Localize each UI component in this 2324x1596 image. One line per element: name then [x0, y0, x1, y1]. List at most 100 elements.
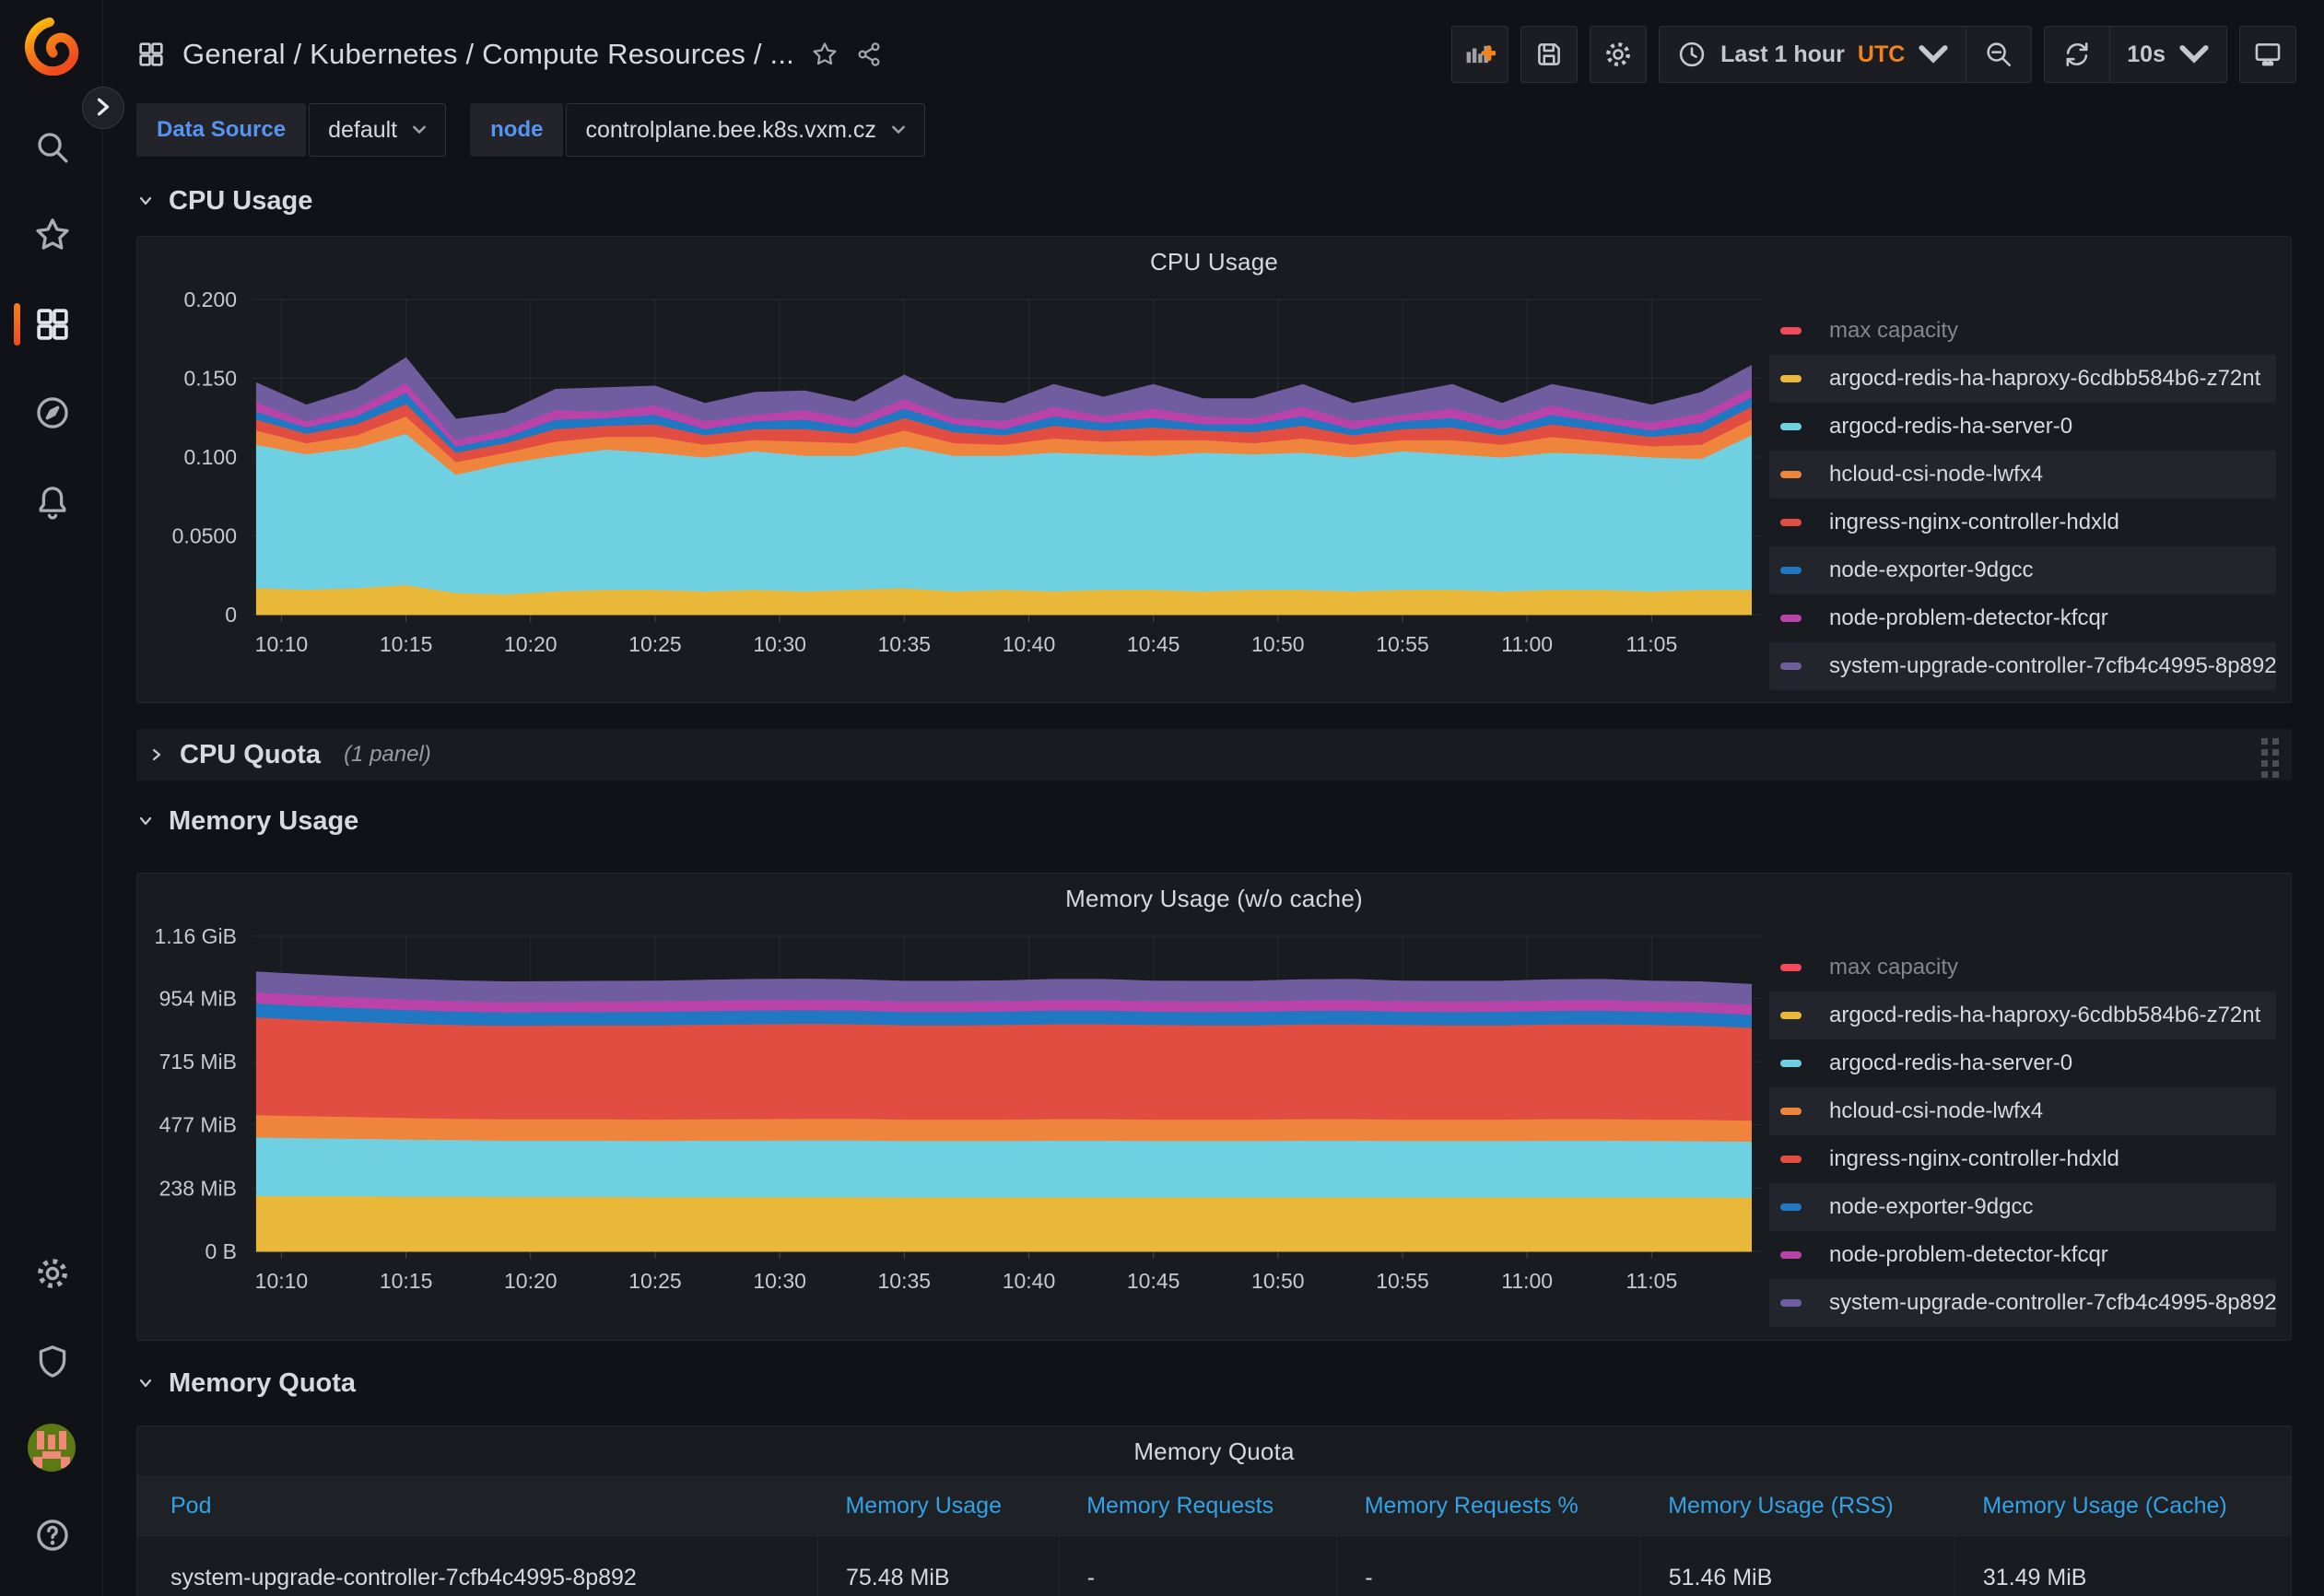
table-column-header[interactable]: Memory Requests	[1059, 1477, 1336, 1536]
memory-usage-plot: 0 B238 MiB477 MiB715 MiB954 MiB1.16 GiB1…	[143, 923, 1769, 1297]
table-column-header[interactable]: Memory Usage (RSS)	[1640, 1477, 1954, 1536]
time-range-label: Last 1 hour	[1720, 41, 1845, 68]
legend-item[interactable]: argocd-redis-ha-haproxy-6cdbb584b6-z72nt	[1769, 355, 2276, 403]
dashboard-settings-button[interactable]	[1590, 26, 1647, 83]
svg-text:10:25: 10:25	[628, 1269, 682, 1293]
legend-label: hcloud-csi-node-lwfx4	[1829, 1098, 2043, 1124]
legend-item[interactable]: system-upgrade-controller-7cfb4c4995-8p8…	[1769, 642, 2276, 690]
svg-text:0.150: 0.150	[183, 367, 237, 391]
user-avatar[interactable]	[28, 1424, 76, 1472]
legend-label: argocd-redis-ha-server-0	[1829, 1050, 2072, 1076]
legend-swatch	[1780, 567, 1802, 574]
section-header-cpu-quota[interactable]: CPU Quota (1 panel)	[136, 729, 2292, 780]
configuration-gear-icon[interactable]	[33, 1254, 72, 1293]
chevron-down-icon	[2178, 39, 2210, 70]
chevron-down-icon	[1918, 39, 1949, 70]
cpu-usage-legend: max capacity argocd-redis-ha-haproxy-6cdb…	[1769, 287, 2285, 690]
panel-title[interactable]: Memory Quota	[137, 1426, 2291, 1476]
server-admin-shield-icon[interactable]	[33, 1343, 72, 1381]
legend-item[interactable]: argocd-redis-ha-server-0	[1769, 1039, 2276, 1087]
grafana-logo[interactable]	[22, 17, 81, 76]
legend-item[interactable]: node-exporter-9dgcc	[1769, 1183, 2276, 1231]
table-row: system-upgrade-controller-7cfb4c4995-8p8…	[137, 1536, 2291, 1596]
svg-text:10:10: 10:10	[255, 1269, 309, 1293]
legend-item[interactable]: max capacity	[1769, 307, 2276, 355]
add-panel-button[interactable]	[1451, 26, 1508, 83]
svg-text:0: 0	[225, 603, 237, 627]
table-column-header[interactable]: Pod	[137, 1477, 817, 1536]
legend-item[interactable]: max capacity	[1769, 944, 2276, 992]
active-section-indicator	[14, 303, 20, 346]
legend-item[interactable]: argocd-redis-ha-haproxy-6cdbb584b6-z72nt	[1769, 992, 2276, 1039]
legend-swatch	[1780, 1299, 1802, 1307]
share-icon[interactable]	[855, 41, 883, 68]
section-header-memory-usage[interactable]: Memory Usage	[136, 801, 2292, 841]
section-title: CPU Quota	[180, 740, 321, 770]
favorite-star-icon[interactable]	[811, 41, 839, 68]
zoom-out-button[interactable]	[1966, 27, 2031, 82]
panel-count: (1 panel)	[344, 742, 431, 768]
memory-usage-chart[interactable]: 0 B238 MiB477 MiB715 MiB954 MiB1.16 GiB1…	[143, 923, 1769, 1297]
search-icon[interactable]	[33, 128, 72, 167]
panel-title[interactable]: Memory Usage (w/o cache)	[137, 874, 2291, 923]
legend-item[interactable]: node-problem-detector-kfcqr	[1769, 594, 2276, 642]
datasource-label: Data Source	[136, 103, 306, 157]
datasource-select[interactable]: default	[309, 103, 446, 157]
cpu-usage-chart[interactable]: 00.05000.1000.1500.20010:1010:1510:2010:…	[143, 287, 1769, 661]
kiosk-mode-button[interactable]	[2239, 26, 2296, 83]
help-icon[interactable]	[33, 1516, 72, 1555]
time-range-picker[interactable]: Last 1 hour UTC	[1660, 27, 1966, 82]
legend-label: max capacity	[1829, 318, 1958, 344]
node-select[interactable]: controlplane.bee.k8s.vxm.cz	[566, 103, 924, 157]
table-column-header[interactable]: Memory Usage	[817, 1477, 1059, 1536]
zoom-out-icon	[1983, 39, 2014, 70]
save-dashboard-button[interactable]	[1520, 26, 1578, 83]
legend-swatch	[1780, 375, 1802, 382]
sidebar-expand-button[interactable]	[82, 87, 124, 129]
legend-item[interactable]: node-problem-detector-kfcqr	[1769, 1231, 2276, 1279]
table-cell: 31.49 MiB	[1954, 1536, 2291, 1596]
chevron-right-icon	[147, 745, 166, 764]
legend-item[interactable]: system-upgrade-controller-7cfb4c4995-8p8…	[1769, 1279, 2276, 1327]
legend-item[interactable]: ingress-nginx-controller-hdxld	[1769, 499, 2276, 546]
legend-swatch	[1780, 327, 1802, 334]
table-column-header[interactable]: Memory Requests %	[1337, 1477, 1641, 1536]
legend-swatch	[1780, 663, 1802, 670]
svg-text:10:10: 10:10	[255, 632, 309, 656]
legend-item[interactable]: ingress-nginx-controller-hdxld	[1769, 1135, 2276, 1183]
section-header-memory-quota[interactable]: Memory Quota	[136, 1363, 2292, 1403]
time-range-group: Last 1 hour UTC	[1659, 26, 2032, 83]
svg-text:1.16 GiB: 1.16 GiB	[155, 924, 238, 948]
legend-swatch	[1780, 471, 1802, 478]
dashboard-grid-icon	[136, 40, 166, 69]
toolbar: Last 1 hour UTC	[1451, 26, 2296, 83]
row-drag-handle[interactable]	[2261, 738, 2279, 778]
svg-text:10:15: 10:15	[380, 632, 433, 656]
explore-compass-icon[interactable]	[33, 393, 72, 432]
dashboard-title[interactable]: General / Kubernetes / Compute Resources…	[182, 38, 794, 71]
legend-item[interactable]: hcloud-csi-node-lwfx4	[1769, 1087, 2276, 1135]
legend-label: node-exporter-9dgcc	[1829, 557, 2033, 583]
alerting-bell-icon[interactable]	[33, 483, 72, 522]
favorites-star-icon[interactable]	[33, 216, 72, 254]
breadcrumb: General / Kubernetes / Compute Resources…	[136, 38, 883, 71]
svg-text:10:35: 10:35	[878, 1269, 932, 1293]
panel-title[interactable]: CPU Usage	[137, 237, 2291, 287]
gear-icon	[1602, 39, 1634, 70]
legend-item[interactable]: hcloud-csi-node-lwfx4	[1769, 451, 2276, 499]
svg-text:11:05: 11:05	[1626, 1269, 1677, 1293]
legend-item[interactable]: argocd-redis-ha-server-0	[1769, 403, 2276, 451]
chevron-down-icon	[136, 192, 155, 210]
memory-usage-panel: Memory Usage (w/o cache) 0 B238 MiB477 M…	[136, 873, 2292, 1341]
refresh-button[interactable]	[2045, 27, 2109, 82]
dashboards-icon[interactable]	[33, 305, 72, 344]
legend-item[interactable]: node-exporter-9dgcc	[1769, 546, 2276, 594]
legend-label: node-problem-detector-kfcqr	[1829, 1242, 2108, 1268]
refresh-interval-picker[interactable]: 10s	[2109, 27, 2226, 82]
svg-text:11:00: 11:00	[1501, 1269, 1553, 1293]
svg-text:11:00: 11:00	[1501, 632, 1553, 656]
table-column-header[interactable]: Memory Usage (Cache)	[1954, 1477, 2291, 1536]
legend-swatch	[1780, 1108, 1802, 1115]
section-header-cpu-usage[interactable]: CPU Usage	[136, 181, 2292, 221]
svg-text:10:30: 10:30	[753, 632, 806, 656]
